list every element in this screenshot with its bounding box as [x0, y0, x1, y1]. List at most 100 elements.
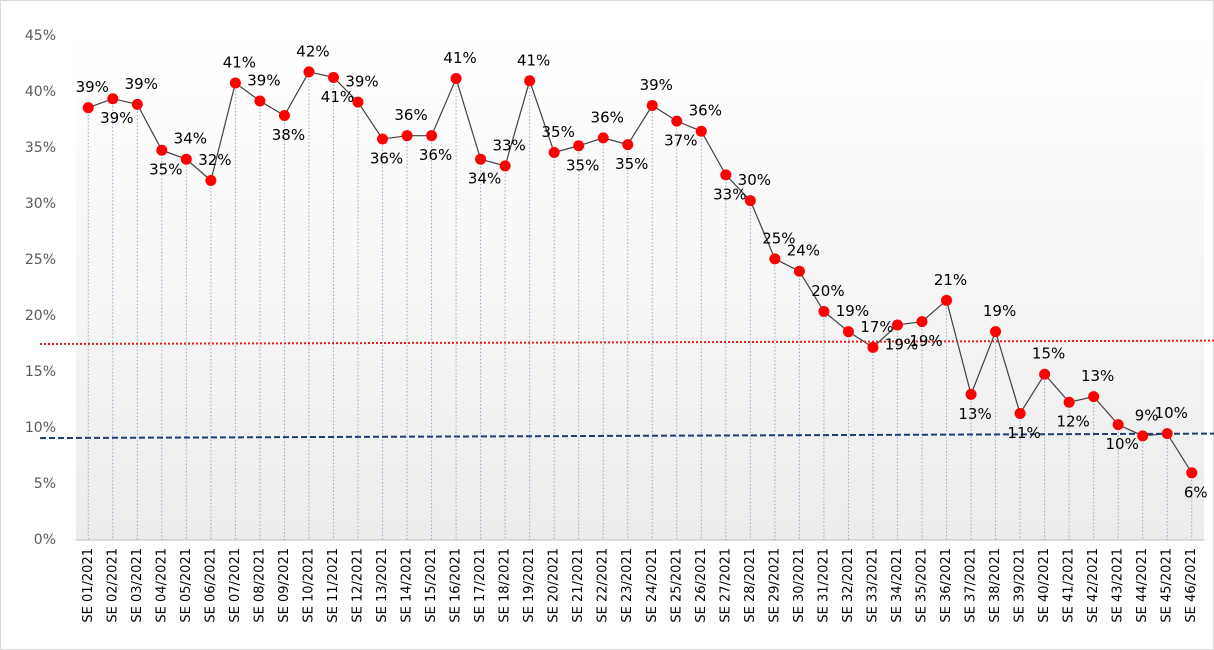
- data-point: [1112, 419, 1124, 431]
- x-tick-label: SE 25/2021: [669, 548, 684, 623]
- x-tick-label: SE 20/2021: [547, 548, 562, 623]
- x-tick-label: SE 26/2021: [694, 548, 709, 623]
- x-tick-label: SE 21/2021: [571, 548, 586, 623]
- data-label: 19%: [836, 302, 869, 320]
- data-label: 36%: [419, 146, 452, 164]
- data-point: [867, 341, 879, 353]
- x-tick-label: SE 12/2021: [351, 548, 366, 623]
- x-tick-label: SE 15/2021: [424, 548, 439, 623]
- x-tick-label: SE 19/2021: [522, 548, 537, 623]
- data-label: 33%: [713, 185, 746, 203]
- y-tick-label: 30%: [25, 196, 56, 212]
- x-tick-label: SE 10/2021: [301, 548, 316, 623]
- data-point: [720, 169, 732, 181]
- data-label: 38%: [272, 126, 305, 144]
- x-tick-label: SE 40/2021: [1037, 548, 1052, 623]
- data-label: 39%: [640, 76, 673, 94]
- x-tick-label: SE 14/2021: [400, 548, 415, 623]
- x-tick-label: SE 05/2021: [179, 548, 194, 623]
- plot-area: [76, 36, 1204, 540]
- data-label: 9%: [1135, 406, 1159, 424]
- y-tick-label: 20%: [25, 308, 56, 324]
- data-label: 33%: [492, 136, 525, 154]
- x-tick-label: SE 16/2021: [449, 548, 464, 623]
- data-label: 6%: [1184, 483, 1208, 501]
- data-point: [205, 174, 217, 186]
- data-point: [548, 146, 560, 158]
- x-tick-label: SE 24/2021: [645, 548, 660, 623]
- reference-line: [39, 432, 1214, 440]
- data-label: 19%: [983, 302, 1016, 320]
- data-point: [278, 110, 290, 122]
- data-label: 24%: [787, 242, 820, 260]
- x-tick-label: SE 36/2021: [939, 548, 954, 623]
- x-tick-label: SE 13/2021: [375, 548, 390, 623]
- data-point: [426, 130, 438, 142]
- data-point: [254, 95, 266, 107]
- data-point: [82, 102, 94, 114]
- x-tick-label: SE 06/2021: [203, 548, 218, 623]
- data-label: 30%: [738, 171, 771, 189]
- x-tick-label: SE 08/2021: [252, 548, 267, 623]
- data-point: [891, 319, 903, 331]
- x-tick-label: SE 34/2021: [890, 548, 905, 623]
- x-tick-label: SE 11/2021: [326, 548, 341, 623]
- x-tick-label: SE 32/2021: [841, 548, 856, 623]
- data-label: 21%: [934, 271, 967, 289]
- data-label: 34%: [468, 170, 501, 188]
- x-tick-label: SE 38/2021: [988, 548, 1003, 623]
- data-point: [818, 306, 830, 318]
- data-point: [131, 98, 143, 110]
- y-tick-label: 45%: [25, 28, 56, 44]
- data-label: 32%: [198, 151, 231, 169]
- data-point: [573, 140, 585, 152]
- x-tick-label: SE 04/2021: [154, 548, 169, 623]
- x-tick-label: SE 35/2021: [915, 548, 930, 623]
- x-tick-label: SE 03/2021: [130, 548, 145, 623]
- y-tick-label: 35%: [25, 140, 56, 156]
- data-line: [88, 71, 1193, 474]
- data-point: [156, 144, 168, 156]
- x-tick-label: SE 46/2021: [1184, 548, 1199, 623]
- data-label: 41%: [223, 54, 256, 72]
- x-tick-label: SE 17/2021: [473, 548, 488, 623]
- data-label: 12%: [1056, 413, 1089, 431]
- data-point: [916, 316, 928, 328]
- data-point: [1186, 467, 1198, 479]
- data-point: [597, 132, 609, 144]
- x-tick-label: SE 22/2021: [596, 548, 611, 623]
- data-point: [965, 388, 977, 400]
- data-point: [499, 160, 511, 172]
- data-label: 36%: [394, 106, 427, 124]
- data-point: [377, 133, 389, 145]
- data-point: [327, 71, 339, 83]
- data-point: [303, 66, 315, 78]
- x-tick-label: SE 31/2021: [816, 548, 831, 623]
- x-tick-label: SE 28/2021: [743, 548, 758, 623]
- data-point: [646, 99, 658, 111]
- data-label: 39%: [76, 78, 109, 96]
- x-tick-label: SE 18/2021: [498, 548, 513, 623]
- data-label: 15%: [1032, 345, 1065, 363]
- data-point: [769, 253, 781, 265]
- data-point: [180, 153, 192, 165]
- data-point: [1137, 430, 1149, 442]
- data-label: 41%: [517, 51, 550, 69]
- x-tick-label: SE 43/2021: [1111, 548, 1126, 623]
- data-label: 17%: [860, 318, 893, 336]
- data-label: 10%: [1155, 404, 1188, 422]
- y-tick-label: 40%: [25, 84, 56, 100]
- x-tick-label: SE 27/2021: [718, 548, 733, 623]
- data-point: [1014, 407, 1026, 419]
- data-label: 13%: [1081, 367, 1114, 385]
- data-point: [793, 265, 805, 277]
- x-tick-label: SE 42/2021: [1086, 548, 1101, 623]
- x-tick-label: SE 29/2021: [767, 548, 782, 623]
- data-point: [352, 96, 364, 108]
- x-tick-label: SE 33/2021: [865, 548, 880, 623]
- data-point: [229, 77, 241, 89]
- data-label: 11%: [1007, 424, 1040, 442]
- data-point: [744, 195, 756, 207]
- data-point: [107, 93, 119, 105]
